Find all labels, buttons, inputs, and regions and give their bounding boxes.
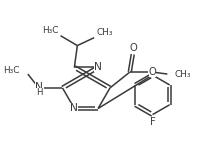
Text: N: N: [35, 82, 42, 92]
Text: F: F: [149, 116, 155, 127]
Text: H₃C: H₃C: [3, 66, 20, 75]
Text: O: O: [129, 43, 137, 53]
Text: CH₃: CH₃: [96, 28, 112, 37]
Text: H₃C: H₃C: [42, 26, 58, 35]
Text: N: N: [70, 104, 78, 113]
Text: N: N: [94, 62, 102, 72]
Text: H: H: [36, 88, 43, 97]
Text: CH₃: CH₃: [174, 70, 190, 79]
Text: O: O: [148, 67, 156, 77]
